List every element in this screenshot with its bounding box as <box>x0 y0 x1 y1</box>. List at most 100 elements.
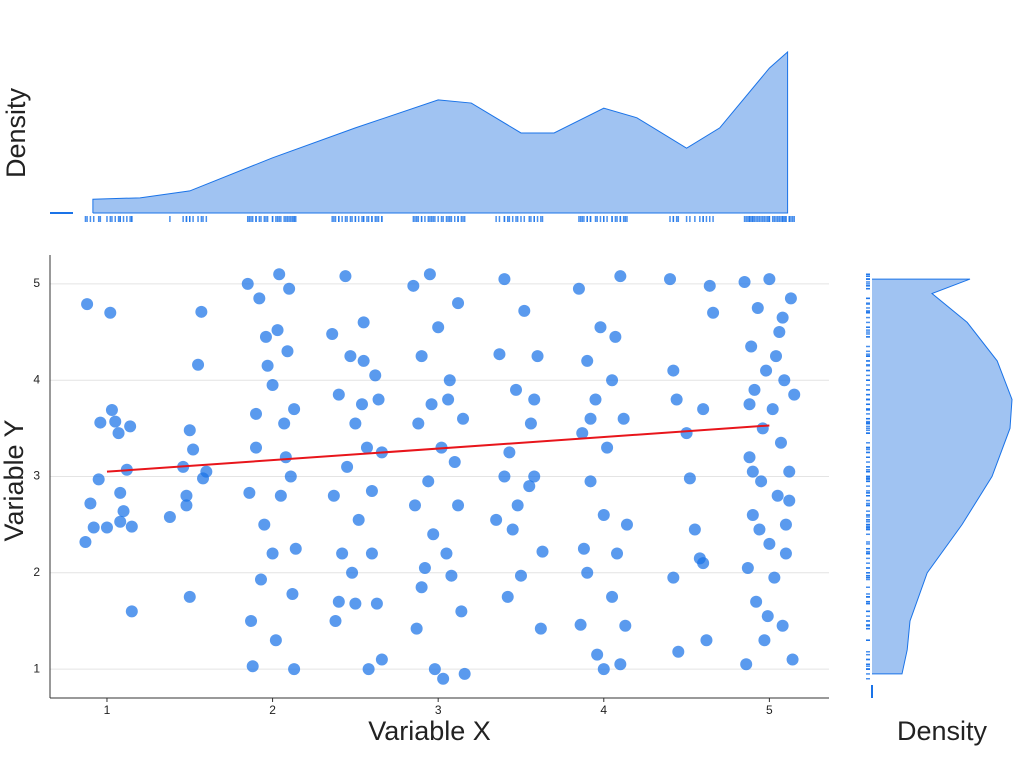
point <box>768 571 781 584</box>
point <box>445 569 458 582</box>
point <box>697 557 710 570</box>
point <box>617 412 630 425</box>
point <box>601 441 614 454</box>
point <box>510 383 523 396</box>
point <box>329 614 342 627</box>
point <box>327 489 340 502</box>
point <box>786 653 799 666</box>
point <box>195 305 208 318</box>
point <box>258 518 271 531</box>
point <box>266 547 279 560</box>
point <box>770 350 783 363</box>
point <box>344 350 357 363</box>
point <box>746 465 759 478</box>
point <box>407 279 420 292</box>
point <box>281 345 294 358</box>
y-tick-label: 4 <box>33 372 40 386</box>
point <box>336 547 349 560</box>
point <box>278 417 291 430</box>
point <box>412 417 425 430</box>
point <box>341 460 354 473</box>
point <box>455 605 468 618</box>
point <box>241 277 254 290</box>
point <box>506 523 519 536</box>
point <box>518 304 531 317</box>
point <box>524 417 537 430</box>
point <box>422 475 435 488</box>
point <box>498 273 511 286</box>
point <box>779 547 792 560</box>
point <box>349 597 362 610</box>
point <box>339 270 352 283</box>
point <box>418 561 431 574</box>
point <box>326 327 339 340</box>
point <box>279 451 292 464</box>
point <box>748 383 761 396</box>
point <box>743 398 756 411</box>
point <box>124 420 137 433</box>
point <box>125 605 138 618</box>
point <box>432 321 445 334</box>
point <box>442 393 455 406</box>
point <box>250 441 263 454</box>
point <box>372 393 385 406</box>
point <box>763 273 776 286</box>
point <box>751 301 764 314</box>
point <box>274 489 287 502</box>
point <box>163 510 176 523</box>
point <box>536 545 549 558</box>
point <box>664 273 677 286</box>
point <box>766 403 779 416</box>
x-tick-label: 3 <box>435 703 442 717</box>
point <box>700 634 713 647</box>
point <box>614 270 627 283</box>
point <box>457 412 470 425</box>
point <box>180 499 193 512</box>
point <box>100 521 113 534</box>
point <box>589 393 602 406</box>
point <box>332 388 345 401</box>
x-tick-label: 5 <box>766 703 773 717</box>
point <box>761 610 774 623</box>
point <box>574 618 587 631</box>
point <box>423 268 436 281</box>
point <box>523 480 536 493</box>
point <box>577 542 590 555</box>
point <box>572 282 585 295</box>
point <box>448 456 461 469</box>
point <box>771 489 784 502</box>
point <box>365 484 378 497</box>
density-area <box>872 279 1012 674</box>
point <box>760 364 773 377</box>
point <box>117 505 130 518</box>
point <box>740 658 753 671</box>
point <box>458 667 471 680</box>
x-axis-label: Density <box>897 716 988 746</box>
point <box>183 590 196 603</box>
point <box>104 306 117 319</box>
point <box>584 412 597 425</box>
point <box>707 306 720 319</box>
point <box>783 494 796 507</box>
point <box>269 634 282 647</box>
point <box>360 441 373 454</box>
point <box>288 403 301 416</box>
point <box>357 316 370 329</box>
point <box>425 398 438 411</box>
point <box>452 499 465 512</box>
point <box>352 513 365 526</box>
point <box>105 404 118 417</box>
point <box>346 566 359 579</box>
point <box>531 350 544 363</box>
point <box>680 427 693 440</box>
y-tick-label: 2 <box>33 565 40 579</box>
point <box>493 348 506 361</box>
point <box>758 634 771 647</box>
point <box>528 470 541 483</box>
point <box>288 663 301 676</box>
point <box>745 340 758 353</box>
point <box>332 595 345 608</box>
point <box>183 424 196 437</box>
point <box>261 359 274 372</box>
